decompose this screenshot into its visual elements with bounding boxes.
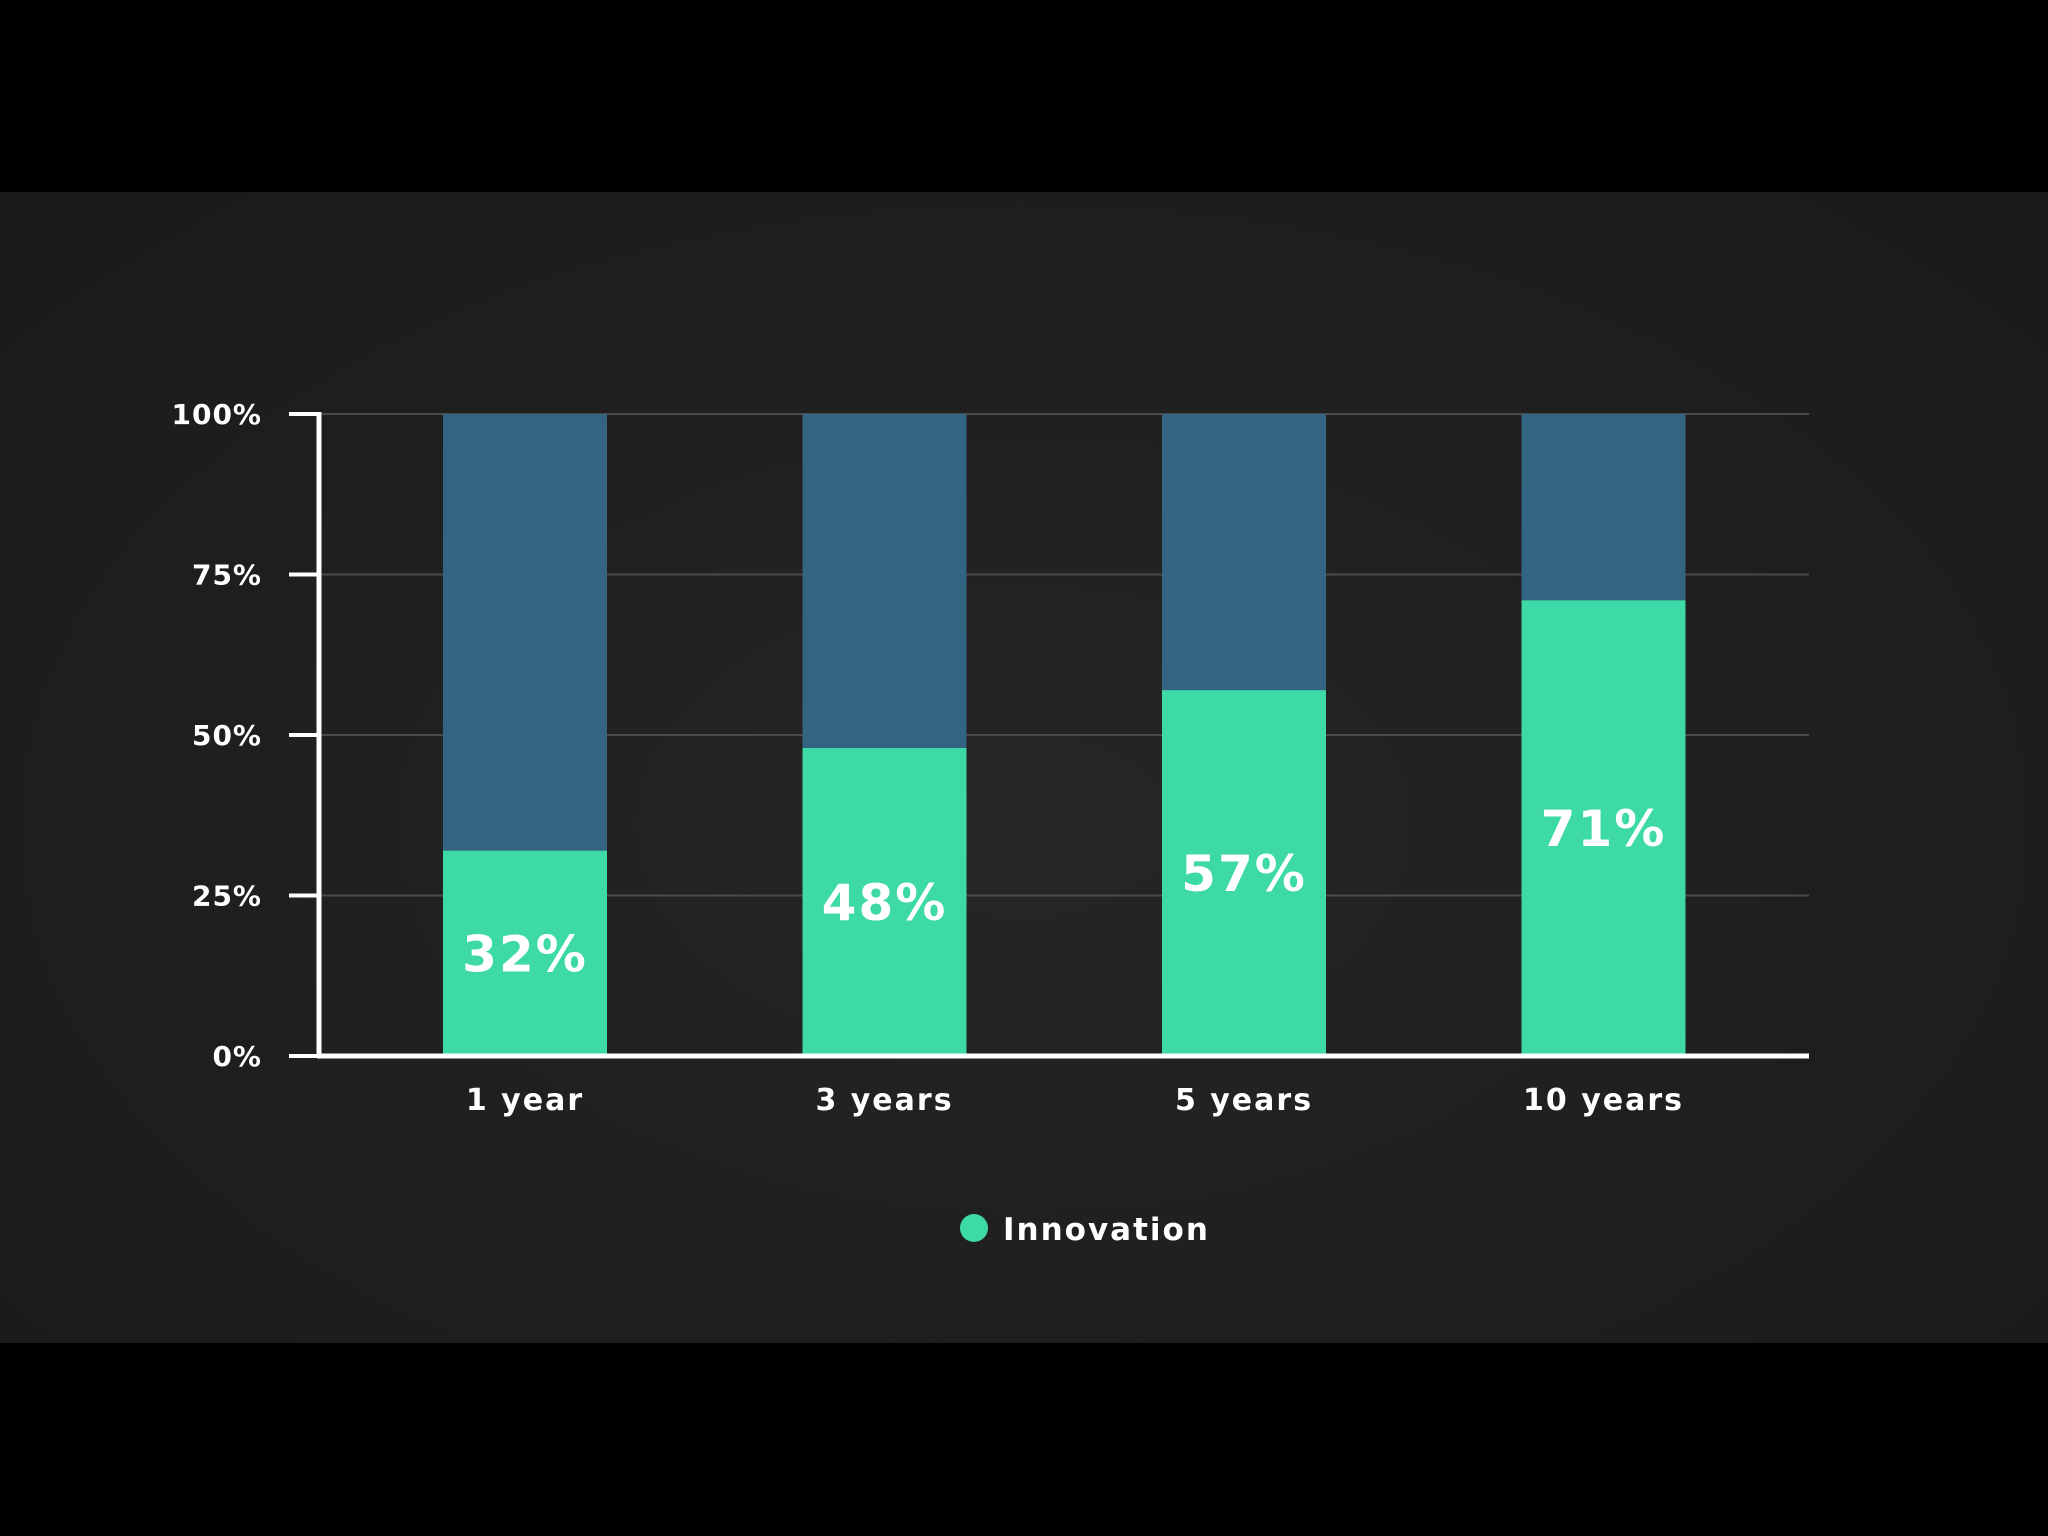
y-tick-label: 50% (192, 719, 262, 752)
x-category-label: 5 years (1175, 1083, 1313, 1118)
axes (289, 412, 1809, 1059)
legend-swatch (960, 1214, 988, 1242)
x-category-label: 10 years (1523, 1083, 1684, 1118)
bar-remainder (1162, 414, 1326, 691)
y-tick-label: 75% (192, 559, 262, 592)
bars (443, 414, 1686, 1056)
bar-data-label: 57% (1181, 845, 1307, 903)
bar-remainder (1521, 414, 1686, 601)
bar-data-label: 48% (822, 874, 948, 932)
chart-frame (0, 192, 2048, 1343)
y-tick-label: 25% (192, 880, 262, 913)
y-tick-label: 0% (212, 1040, 262, 1073)
bar-innovation (1162, 690, 1326, 1056)
bar-data-label: 32% (462, 925, 588, 983)
bar-innovation (443, 850, 607, 1056)
bar-remainder (443, 414, 607, 851)
bar-innovation (1521, 600, 1686, 1056)
bar-innovation (802, 747, 967, 1056)
x-category-label: 1 year (466, 1083, 584, 1118)
letterbox-top (0, 0, 2048, 192)
bar-remainder (802, 414, 967, 748)
bar-data-label: 71% (1541, 800, 1667, 858)
legend-label: Innovation (1003, 1212, 1210, 1248)
legend: Innovation (960, 1212, 1210, 1248)
y-tick-label: 100% (171, 398, 262, 431)
letterbox-bottom (0, 1343, 2048, 1536)
x-category-label: 3 years (815, 1083, 953, 1118)
labels: 0% 25% 50% 75% 100% 32% 1 year 48% 3 years 57% 5 y… (171, 398, 1684, 1118)
